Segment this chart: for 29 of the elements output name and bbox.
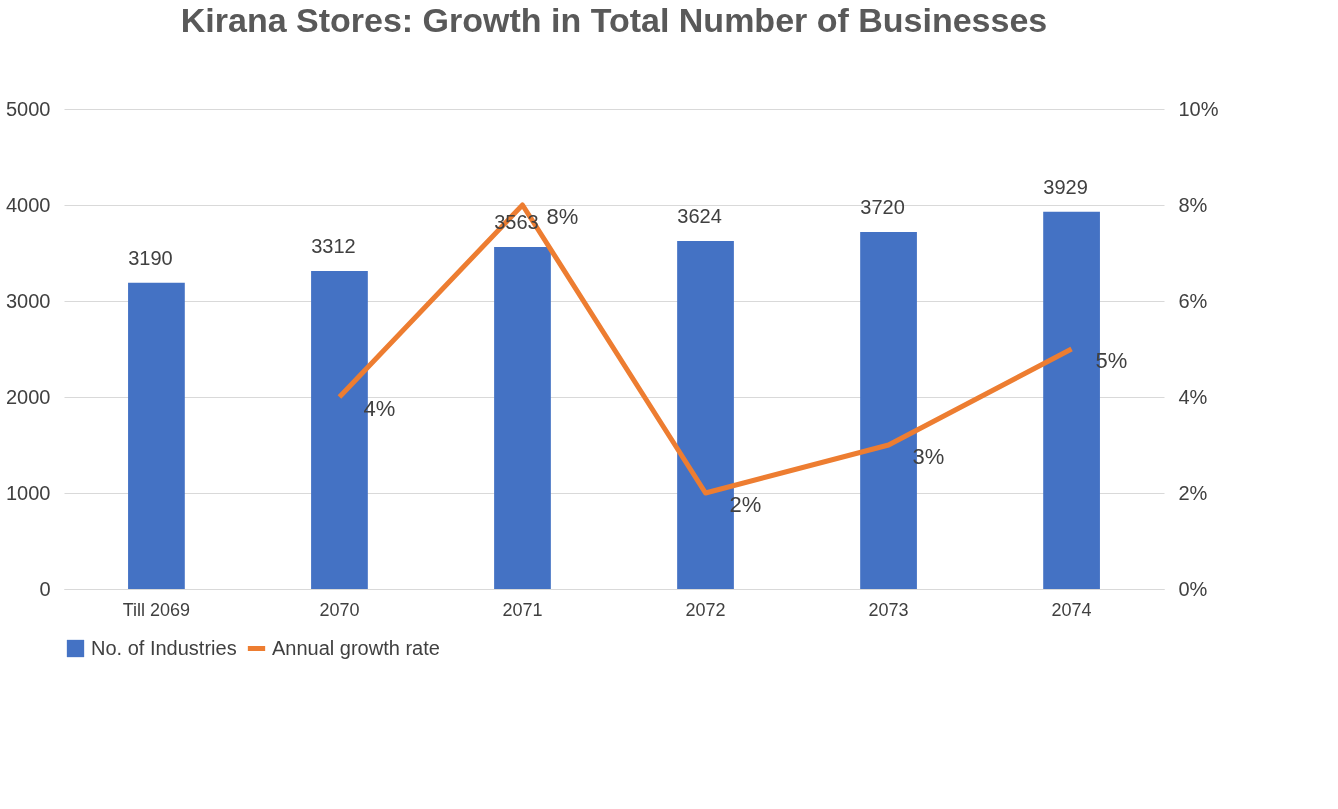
- x-tick-label: 2070: [319, 599, 360, 620]
- x-tick-label: 2071: [502, 599, 543, 620]
- legend-label: No. of Industries: [91, 636, 237, 659]
- x-tick-label: 2073: [868, 599, 909, 620]
- x-tick-label: 2074: [1051, 599, 1092, 620]
- y2-tick-label: 4%: [1178, 385, 1208, 408]
- data-label: 3929: [1043, 175, 1088, 198]
- y-tick-label: 2000: [6, 385, 51, 408]
- data-label: 3720: [860, 195, 905, 218]
- y2-tick-label: 10%: [1178, 97, 1219, 120]
- y-tick-label: 4000: [6, 193, 51, 216]
- x-tick-label: Till 2069: [122, 599, 191, 620]
- y-tick-label: 1000: [6, 481, 51, 504]
- data-label: 3312: [311, 235, 356, 258]
- bar: [128, 282, 185, 589]
- bar: [494, 246, 551, 589]
- data-label: 3624: [677, 205, 722, 228]
- chart-title: Kirana Stores: Growth in Total Number of Businesses: [180, 1, 1048, 39]
- y-tick-label: 5000: [6, 97, 51, 120]
- y2-tick-label: 8%: [1178, 193, 1208, 216]
- y-tick-label: 0: [39, 577, 51, 600]
- y2-tick-label: 2%: [1178, 481, 1208, 504]
- y2-tick-label: 6%: [1178, 289, 1208, 312]
- y2-tick-label: 0%: [1178, 577, 1208, 600]
- data-label: 8%: [546, 204, 579, 229]
- y-tick-label: 3000: [6, 289, 51, 312]
- legend-label: Annual growth rate: [272, 636, 440, 659]
- data-label: 3190: [128, 246, 173, 269]
- x-tick-label: 2072: [685, 599, 726, 620]
